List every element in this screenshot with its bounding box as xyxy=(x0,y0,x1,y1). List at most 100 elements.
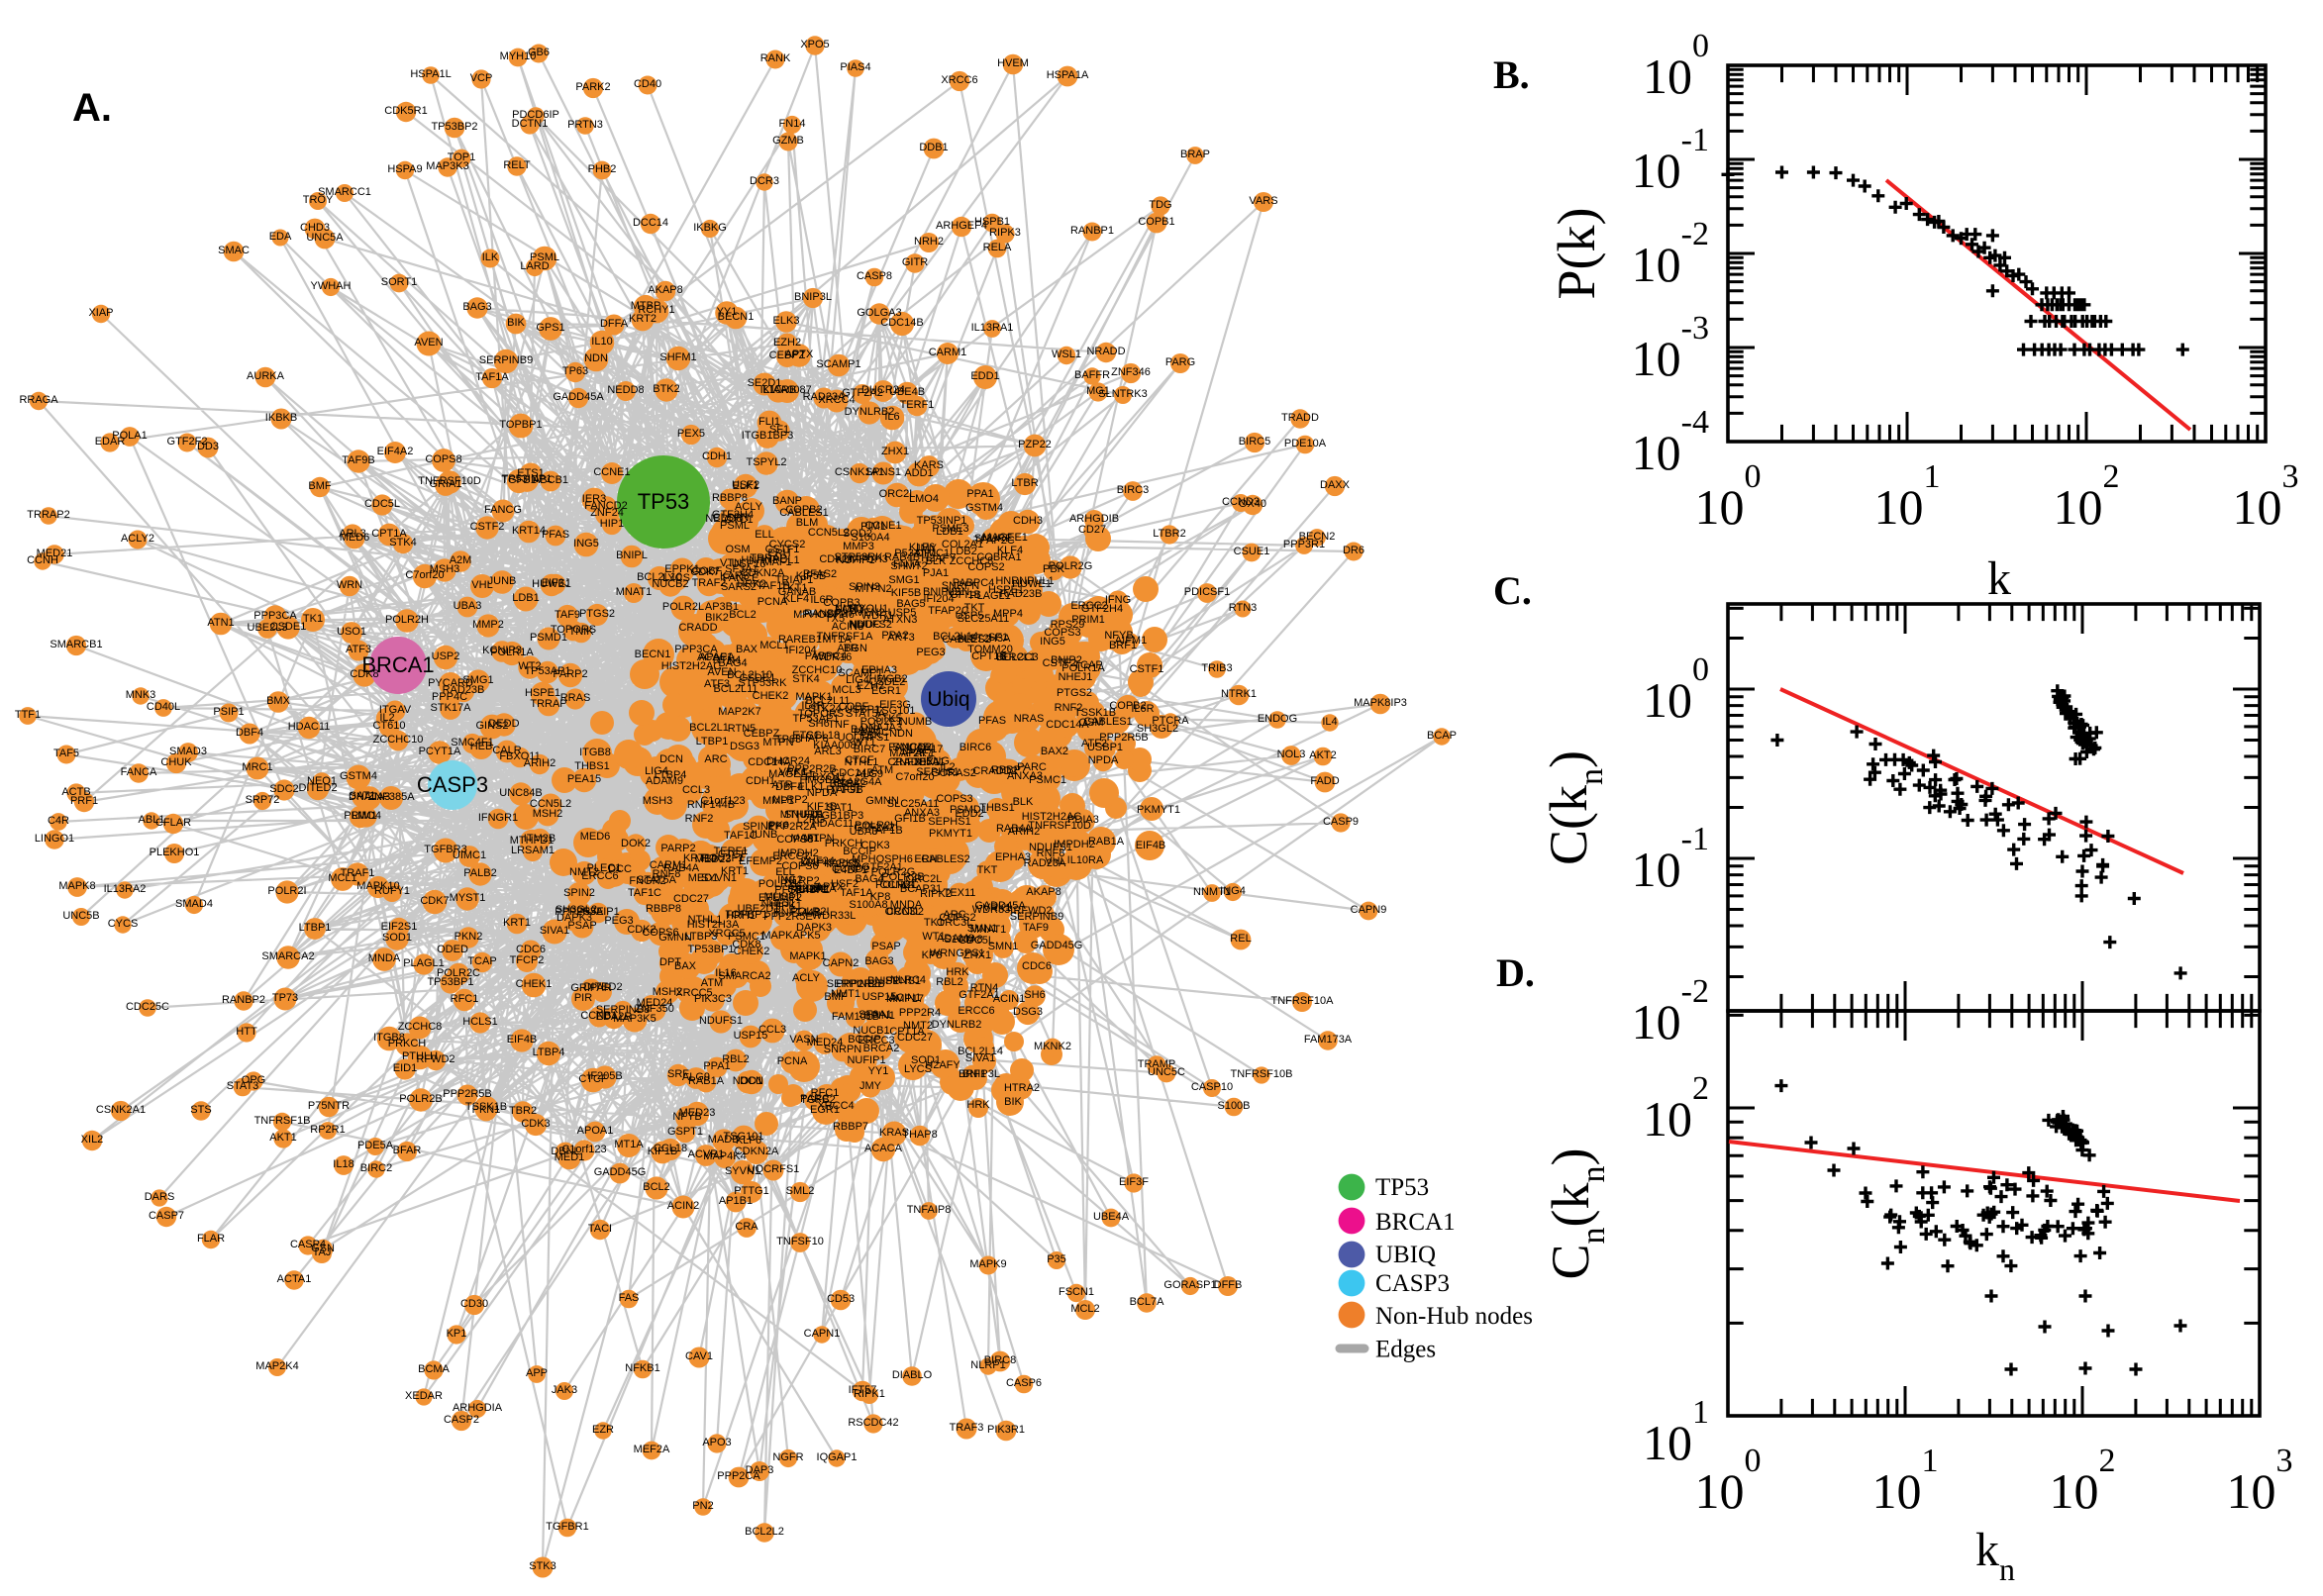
svg-text:TGFB2: TGFB2 xyxy=(800,1094,835,1106)
svg-text:D.: D. xyxy=(1496,950,1535,995)
svg-text:PDICSF1: PDICSF1 xyxy=(1184,586,1230,598)
svg-text:SPIN3: SPIN3 xyxy=(849,581,880,593)
svg-text:IKBKB: IKBKB xyxy=(265,412,297,424)
svg-text:VASN: VASN xyxy=(789,1034,818,1046)
svg-text:PSME3: PSME3 xyxy=(932,523,968,535)
svg-text:CDC27: CDC27 xyxy=(897,1032,933,1044)
svg-text:AKAP8: AKAP8 xyxy=(648,284,682,296)
svg-text:MEF2A: MEF2A xyxy=(634,1444,670,1455)
svg-text:RANBP2: RANBP2 xyxy=(222,994,265,1006)
svg-text:LRSAM1: LRSAM1 xyxy=(511,845,555,856)
svg-text:COBRA1: COBRA1 xyxy=(976,551,1021,563)
svg-text:REL: REL xyxy=(1230,933,1251,945)
svg-text:IKBKG: IKBKG xyxy=(693,222,727,234)
svg-text:ATF3: ATF3 xyxy=(704,678,730,690)
svg-text:MMP17: MMP17 xyxy=(886,993,924,1005)
svg-text:ITGB8: ITGB8 xyxy=(373,1032,405,1044)
svg-text:ETS1: ETS1 xyxy=(792,730,820,742)
svg-text:KP1: KP1 xyxy=(447,1328,467,1340)
svg-text:EIF4A2: EIF4A2 xyxy=(377,446,414,457)
svg-text:TGFBR3: TGFBR3 xyxy=(424,844,466,855)
svg-text:MRC1: MRC1 xyxy=(242,761,272,773)
svg-text:IQGAP1: IQGAP1 xyxy=(817,1451,858,1463)
svg-text:IER3: IER3 xyxy=(582,493,606,505)
svg-text:KCNIP3: KCNIP3 xyxy=(482,645,522,656)
svg-text:NDUFS1: NDUFS1 xyxy=(699,1015,743,1027)
svg-text:CHUK: CHUK xyxy=(160,756,192,768)
svg-text:TAF1B: TAF1B xyxy=(757,580,789,592)
svg-text:DNAJA3: DNAJA3 xyxy=(860,722,902,734)
svg-text:PPP3CA: PPP3CA xyxy=(253,610,297,622)
svg-text:YY1: YY1 xyxy=(868,1065,889,1077)
svg-text:CSUE1: CSUE1 xyxy=(1234,546,1270,557)
svg-text:CDK3: CDK3 xyxy=(860,840,889,851)
svg-text:COPB1: COPB1 xyxy=(1138,216,1174,228)
svg-text:SERPINB9: SERPINB9 xyxy=(479,354,533,366)
svg-text:ORC2L: ORC2L xyxy=(879,488,916,500)
svg-text:MPP4: MPP4 xyxy=(993,608,1023,620)
svg-text:MNAT1: MNAT1 xyxy=(970,924,1006,936)
svg-text:POLR2B: POLR2B xyxy=(399,1093,442,1105)
svg-text:UNC5A: UNC5A xyxy=(306,232,344,244)
svg-text:MYST1: MYST1 xyxy=(450,892,486,904)
svg-text:C.: C. xyxy=(1493,568,1532,613)
svg-text:DBF4: DBF4 xyxy=(236,727,263,739)
svg-text:DARS: DARS xyxy=(145,1191,175,1203)
svg-text:CDC27: CDC27 xyxy=(673,893,709,905)
svg-text:ATN1: ATN1 xyxy=(207,617,234,629)
svg-text:TDG: TDG xyxy=(1149,199,1171,211)
svg-text:TNFRSF1A: TNFRSF1A xyxy=(817,631,874,643)
svg-text:BANP: BANP xyxy=(772,495,802,507)
svg-text:TP63: TP63 xyxy=(562,365,588,377)
svg-text:BCL2L2: BCL2L2 xyxy=(745,1526,784,1538)
svg-text:MNDA: MNDA xyxy=(368,952,401,964)
svg-text:ING5: ING5 xyxy=(573,538,599,549)
svg-text:CTCF: CTCF xyxy=(578,1073,608,1085)
svg-text:C4R: C4R xyxy=(48,815,69,827)
svg-text:DAXX: DAXX xyxy=(1320,479,1351,491)
svg-text:RBL2: RBL2 xyxy=(722,1053,750,1065)
svg-text:WRN: WRN xyxy=(337,579,362,591)
svg-text:CRADD: CRADD xyxy=(678,622,717,634)
svg-text:OSM: OSM xyxy=(725,544,750,555)
svg-text:MSH2: MSH2 xyxy=(533,808,563,820)
svg-text:BNIPL: BNIPL xyxy=(616,549,648,561)
svg-text:DCC14: DCC14 xyxy=(633,217,668,229)
svg-text:MED23: MED23 xyxy=(679,1107,716,1119)
svg-text:IL4: IL4 xyxy=(1322,716,1337,728)
svg-text:AKT2: AKT2 xyxy=(1309,749,1337,761)
svg-text:UBE4A: UBE4A xyxy=(1093,1211,1130,1223)
svg-text:UNC84B: UNC84B xyxy=(499,787,542,799)
svg-text:MSH3: MSH3 xyxy=(643,795,673,807)
svg-text:PEX5: PEX5 xyxy=(677,428,705,440)
svg-text:ACLY: ACLY xyxy=(792,972,821,984)
svg-text:ACLY2: ACLY2 xyxy=(121,533,154,545)
svg-text:NHEJ1: NHEJ1 xyxy=(1059,671,1093,683)
svg-text:A2M: A2M xyxy=(450,554,472,566)
svg-text:GZMB: GZMB xyxy=(772,135,804,147)
svg-text:POLR2I: POLR2I xyxy=(267,885,306,897)
svg-text:ITGB8: ITGB8 xyxy=(579,747,611,758)
svg-text:IL16: IL16 xyxy=(715,967,736,979)
svg-text:MAPK1: MAPK1 xyxy=(789,950,826,962)
svg-text:BMX: BMX xyxy=(266,695,291,707)
svg-text:SLC25A11: SLC25A11 xyxy=(887,798,939,810)
svg-text:TGFB1: TGFB1 xyxy=(501,474,536,486)
svg-text:PZP22: PZP22 xyxy=(1018,439,1052,450)
svg-text:MG1: MG1 xyxy=(1086,385,1110,397)
svg-text:DPT: DPT xyxy=(659,956,681,968)
svg-text:C1orf123: C1orf123 xyxy=(700,795,745,807)
svg-text:PHB2: PHB2 xyxy=(588,163,617,175)
svg-text:ING5: ING5 xyxy=(1040,636,1065,648)
svg-text:IL18: IL18 xyxy=(333,1158,354,1170)
svg-text:BCAP: BCAP xyxy=(1427,730,1457,742)
svg-text:AKT3: AKT3 xyxy=(887,632,915,644)
svg-text:KP8: KP8 xyxy=(870,891,891,903)
svg-text:MED6: MED6 xyxy=(340,532,370,544)
svg-text:CAPN1: CAPN1 xyxy=(804,1328,841,1340)
svg-text:VARS: VARS xyxy=(1249,195,1277,207)
svg-text:MMP3: MMP3 xyxy=(843,541,874,552)
svg-text:FLI1: FLI1 xyxy=(758,416,780,428)
svg-text:PALB2: PALB2 xyxy=(463,867,496,879)
svg-text:TNFSF10: TNFSF10 xyxy=(776,1236,824,1247)
